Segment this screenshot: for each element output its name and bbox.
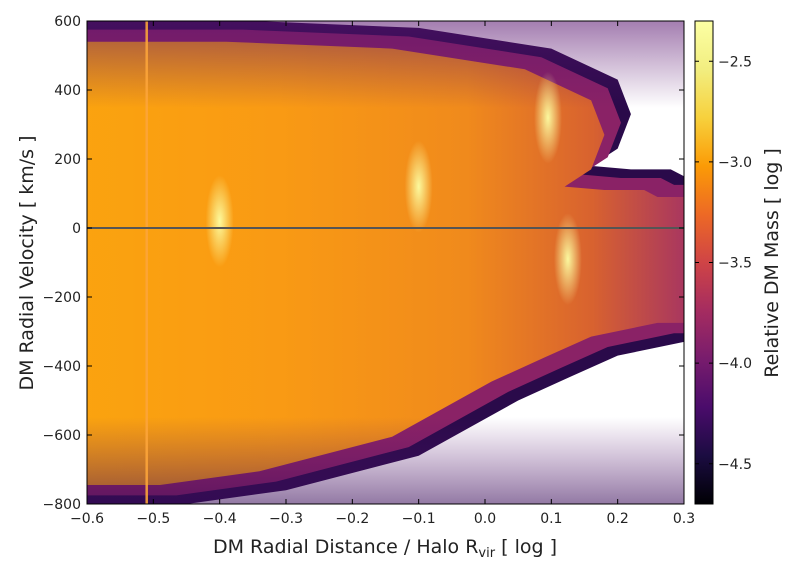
heatmap-plot-area	[86, 20, 685, 505]
colorbar-tick-label: −4.5	[718, 457, 752, 473]
x-tick-label: 0.2	[607, 511, 629, 527]
y-tick-label: 400	[54, 83, 81, 99]
heatmap-edge-shading	[87, 21, 684, 504]
hotspot	[205, 175, 234, 268]
colorbar-tick-label: −4.0	[718, 356, 752, 372]
y-tick-label: −400	[43, 359, 81, 375]
heatmap-hotspots	[205, 71, 582, 306]
y-tick-label: −800	[43, 497, 81, 513]
y-axis-label: DM Radial Velocity [ km/s ]	[16, 135, 38, 390]
y-tick-label: 0	[72, 221, 81, 237]
hotspot	[553, 213, 582, 306]
plot-frame	[86, 20, 685, 505]
y-tick-label: 600	[54, 14, 81, 30]
x-tick-label: 0.0	[474, 511, 496, 527]
colorbar-gradient	[695, 21, 713, 504]
colorbar-tick-label: −3.5	[718, 256, 752, 272]
x-tick-label: −0.4	[203, 511, 237, 527]
hotspot	[404, 140, 433, 233]
y-tick-label: 200	[54, 152, 81, 168]
colorbar: −2.5 −3.0 −3.5 −4.0 −4.5 Relative DM Mass [ …	[694, 20, 783, 505]
hotspot	[534, 71, 563, 164]
x-axis-label: DM Radial Distance / Halo Rvir [ log ]	[213, 536, 557, 561]
y-axis-ticks: 600 400 200 0 −200 −400 −600 −800	[43, 14, 684, 513]
colorbar-ticks: −2.5 −3.0 −3.5 −4.0 −4.5	[695, 54, 752, 473]
x-tick-label: −0.5	[136, 511, 170, 527]
x-tick-label: −0.1	[402, 511, 436, 527]
x-tick-label: −0.2	[335, 511, 369, 527]
y-tick-label: −200	[43, 290, 81, 306]
x-tick-label: 0.3	[673, 511, 695, 527]
y-tick-label: −600	[43, 428, 81, 444]
colorbar-tick-label: −2.5	[718, 54, 752, 70]
x-tick-label: −0.3	[269, 511, 303, 527]
x-axis-ticks: −0.6 −0.5 −0.4 −0.3 −0.2 −0.1 0.0 0.1 0.2 0.3	[70, 21, 695, 527]
x-tick-label: 0.1	[540, 511, 562, 527]
colorbar-tick-label: −3.0	[718, 155, 752, 171]
x-tick-label: −0.6	[70, 511, 104, 527]
colorbar-label: Relative DM Mass [ log ]	[761, 148, 783, 377]
